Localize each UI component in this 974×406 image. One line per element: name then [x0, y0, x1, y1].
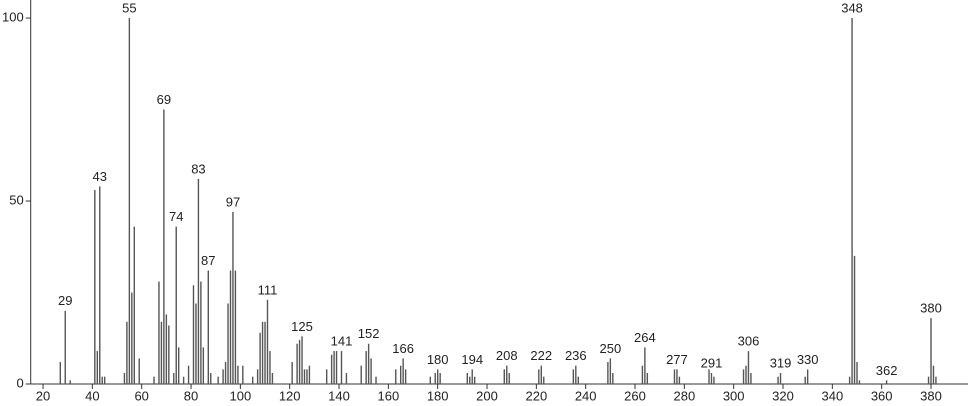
- peak-label: 152: [358, 326, 380, 341]
- peak-label: 194: [461, 352, 483, 367]
- peak-label: 264: [634, 330, 656, 345]
- x-tick-label: 360: [871, 388, 893, 403]
- x-tick-label: 220: [525, 388, 547, 403]
- peak-label: 208: [496, 348, 518, 363]
- x-tick-label: 100: [230, 388, 252, 403]
- peak-label: 380: [920, 301, 942, 316]
- x-tick-label: 240: [575, 388, 597, 403]
- peak-label: 83: [191, 161, 205, 176]
- peak-label: 166: [392, 341, 414, 356]
- peak-label: 97: [226, 194, 240, 209]
- x-tick-label: 320: [772, 388, 794, 403]
- peak-label: 319: [770, 355, 792, 370]
- peak-label: 348: [841, 0, 863, 15]
- peak-label: 29: [58, 293, 72, 308]
- peak-label: 125: [291, 319, 313, 334]
- y-tick-label: 0: [16, 375, 23, 390]
- x-tick-label: 280: [673, 388, 695, 403]
- peak-label: 180: [427, 352, 449, 367]
- peak-label: 141: [331, 334, 353, 349]
- x-tick-label: 40: [85, 388, 99, 403]
- x-tick-label: 260: [624, 388, 646, 403]
- x-tick-label: 200: [476, 388, 498, 403]
- x-tick-label: 20: [36, 388, 50, 403]
- x-tick-label: 180: [427, 388, 449, 403]
- peak-label: 277: [666, 352, 688, 367]
- x-tick-label: 80: [184, 388, 198, 403]
- x-tick-label: 140: [328, 388, 350, 403]
- x-tick-label: 300: [723, 388, 745, 403]
- y-tick-label: 100: [2, 9, 24, 24]
- peak-label: 306: [738, 334, 760, 349]
- x-tick-label: 380: [920, 388, 942, 403]
- y-tick-label: 50: [9, 192, 23, 207]
- x-tick-label: 60: [134, 388, 148, 403]
- x-tick-label: 120: [279, 388, 301, 403]
- peak-label: 74: [169, 209, 183, 224]
- peak-label: 222: [530, 348, 552, 363]
- peak-label: 250: [599, 341, 621, 356]
- peak-label: 111: [258, 282, 278, 297]
- peak-label: 69: [157, 92, 171, 107]
- peak-label: 43: [93, 169, 107, 184]
- peak-label: 55: [122, 0, 136, 15]
- peak-label: 87: [201, 253, 215, 268]
- peak-label: 291: [701, 355, 723, 370]
- x-tick-label: 340: [821, 388, 843, 403]
- peak-label: 330: [797, 352, 819, 367]
- x-tick-label: 160: [378, 388, 400, 403]
- peak-label: 362: [876, 363, 898, 378]
- peak-label: 236: [565, 348, 587, 363]
